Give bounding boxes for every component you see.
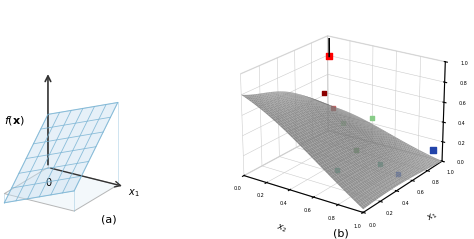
X-axis label: $x_2$: $x_2$ — [275, 222, 288, 235]
Text: (a): (a) — [101, 214, 117, 224]
Polygon shape — [4, 168, 118, 211]
Polygon shape — [4, 103, 118, 203]
Text: $x_1$: $x_1$ — [128, 187, 140, 199]
Y-axis label: $x_1$: $x_1$ — [425, 209, 439, 224]
Text: 0: 0 — [45, 178, 51, 188]
Title: (b): (b) — [333, 228, 349, 238]
Text: $f(\mathbf{x})$: $f(\mathbf{x})$ — [3, 114, 24, 127]
